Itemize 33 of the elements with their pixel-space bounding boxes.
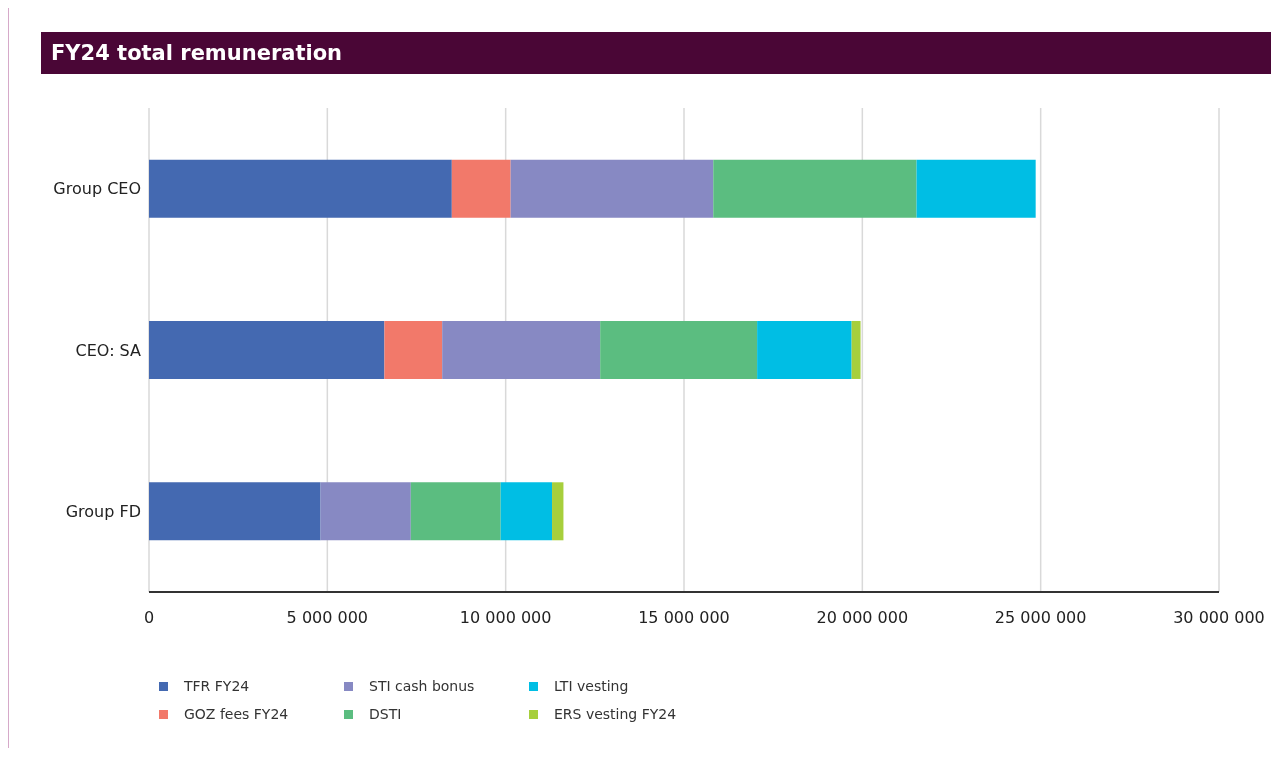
bar	[384, 320, 443, 379]
legend-label: ERS vesting FY24	[554, 706, 677, 722]
bar	[552, 482, 564, 541]
bar	[510, 159, 714, 218]
y-tick-label: Group CEO	[53, 179, 141, 199]
bar	[149, 159, 452, 218]
bar	[851, 320, 861, 379]
bar	[757, 320, 852, 379]
bar	[600, 320, 758, 379]
bar	[500, 482, 553, 541]
y-tick-label: Group FD	[65, 502, 141, 522]
bar	[410, 482, 501, 541]
x-tick-label: 15 000 000	[638, 608, 730, 628]
bar	[320, 482, 411, 541]
x-tick-label: 0	[143, 608, 155, 628]
bar	[916, 159, 1036, 218]
legend-label: STI cash bonus	[369, 678, 475, 694]
bar	[713, 159, 917, 218]
x-tick-label: 30 000 000	[1173, 608, 1265, 628]
x-tick-label: 5 000 000	[286, 608, 369, 628]
bar	[442, 320, 601, 379]
x-tick-label: 25 000 000	[994, 608, 1087, 628]
y-tick-label: CEO: SA	[75, 340, 142, 360]
x-tick-label: 10 000 000	[459, 608, 552, 628]
bar	[149, 320, 385, 379]
legend-label: GOZ fees FY24	[184, 706, 289, 722]
legend-label: DSTI	[369, 706, 402, 722]
x-tick-label: 20 000 000	[816, 608, 909, 628]
chart-title: FY24 total remuneration	[41, 32, 1271, 74]
bar	[149, 482, 321, 541]
legend-label: LTI vesting	[554, 678, 629, 694]
legend-label: TFR FY24	[184, 678, 250, 694]
bar	[451, 159, 511, 218]
